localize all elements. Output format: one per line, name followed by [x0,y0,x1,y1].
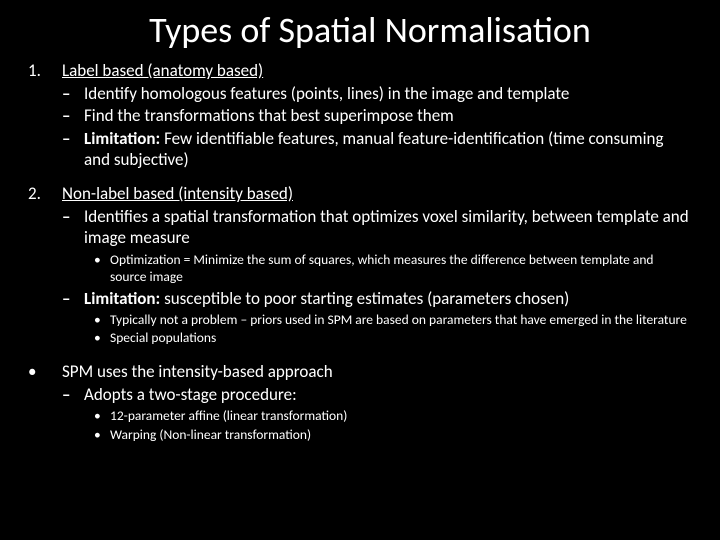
section-2-sublist-1: • Optimization = Minimize the sum of squ… [62,251,692,286]
section-2-heading: Non-label based (intensity based) [62,183,692,204]
section-2-list: – Identifies a spatial transformation th… [62,206,692,249]
item-text: Limitation: susceptible to poor starting… [84,288,692,309]
section-2-sublist-2: • Typically not a problem – priors used … [62,311,692,347]
section-1-list: – Identify homologous features (points, … [62,83,692,170]
bullet-icon: • [94,426,110,444]
list-item: – Identifies a spatial transformation th… [62,206,692,249]
limitation-label: Limitation: [84,288,160,309]
section-2-body: Non-label based (intensity based) – Iden… [62,183,692,349]
sub-item: • Warping (Non-linear transformation) [94,426,692,444]
sub-text: Optimization = Minimize the sum of squar… [110,251,692,286]
section-3-body: SPM uses the intensity-based approach – … [62,361,692,445]
list-item: – Limitation: Few identifiable features,… [62,128,692,171]
sub-item: • Typically not a problem – priors used … [94,311,692,329]
list-item: – Identify homologous features (points, … [62,83,692,104]
bullet-icon: • [94,407,110,425]
list-item: – Limitation: susceptible to poor starti… [62,288,692,309]
section-3-sublist: • 12-parameter affine (linear transforma… [62,407,692,443]
section-1-number: 1. [28,60,62,171]
dash-icon: – [62,128,84,171]
item-text: Limitation: Few identifiable features, m… [84,128,692,171]
sub-item: • Special populations [94,329,692,347]
item-text: Identify homologous features (points, li… [84,83,692,104]
dash-icon: – [62,288,84,309]
slide-title: Types of Spatial Normalisation [48,8,692,52]
list-item: – Find the transformations that best sup… [62,105,692,126]
section-2-list-2: – Limitation: susceptible to poor starti… [62,288,692,309]
section-2-number: 2. [28,183,62,349]
list-item: – Adopts a two-stage procedure: [62,384,692,405]
section-1: 1. Label based (anatomy based) – Identif… [28,60,692,171]
section-3-heading: SPM uses the intensity-based approach [62,361,692,382]
dash-icon: – [62,206,84,249]
dash-icon: – [62,105,84,126]
item-text: Find the transformations that best super… [84,105,692,126]
sub-item: • Optimization = Minimize the sum of squ… [94,251,692,286]
section-1-heading: Label based (anatomy based) [62,60,692,81]
section-2: 2. Non-label based (intensity based) – I… [28,183,692,349]
limitation-label: Limitation: [84,128,160,149]
section-3-list: – Adopts a two-stage procedure: [62,384,692,405]
dash-icon: – [62,384,84,405]
sub-text: Special populations [110,329,692,347]
limitation-text: susceptible to poor starting estimates (… [160,288,569,309]
item-text: Identifies a spatial transformation that… [84,206,692,249]
sub-text: 12-parameter affine (linear transformati… [110,407,692,425]
sub-text: Typically not a problem – priors used in… [110,311,692,329]
bullet-icon: • [94,251,110,286]
bullet-icon: • [94,311,110,329]
section-3-bullet: • [28,361,62,445]
section-1-body: Label based (anatomy based) – Identify h… [62,60,692,171]
sub-item: • 12-parameter affine (linear transforma… [94,407,692,425]
sub-text: Warping (Non-linear transformation) [110,426,692,444]
bullet-icon: • [94,329,110,347]
section-3: • SPM uses the intensity-based approach … [28,361,692,445]
item-text: Adopts a two-stage procedure: [84,384,692,405]
dash-icon: – [62,83,84,104]
limitation-text: Few identifiable features, manual featur… [84,128,663,170]
